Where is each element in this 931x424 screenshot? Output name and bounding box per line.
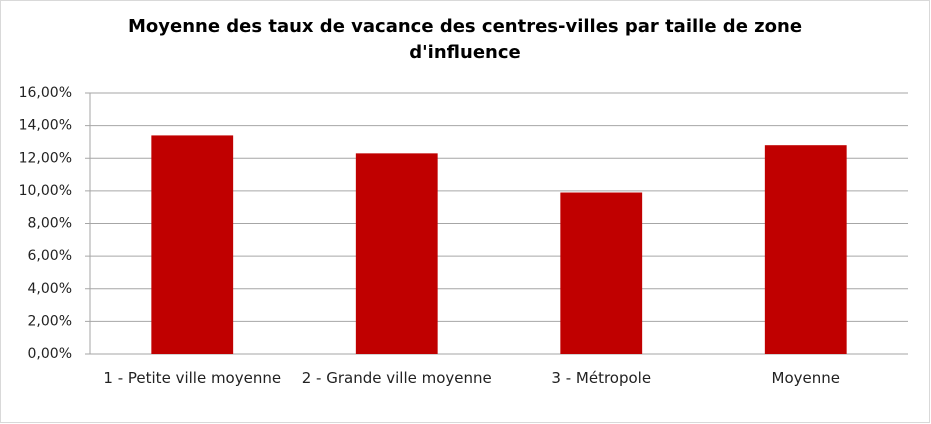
- bar: [151, 135, 234, 354]
- y-tick-label: 0,00%: [28, 346, 72, 362]
- x-tick-label: 2 - Grande ville moyenne: [301, 369, 492, 387]
- y-tick-label: 16,00%: [19, 85, 72, 101]
- x-tick-label: Moyenne: [771, 369, 840, 387]
- y-tick-label: 8,00%: [28, 216, 72, 232]
- x-tick-label: 1 - Petite ville moyenne: [103, 369, 282, 387]
- bar: [764, 145, 847, 354]
- y-tick-label: 12,00%: [19, 150, 72, 166]
- x-tick-label: 3 - Métropole: [551, 369, 652, 387]
- bar: [355, 153, 438, 354]
- y-tick-label: 4,00%: [28, 281, 72, 297]
- y-tick-label: 6,00%: [28, 248, 72, 264]
- y-tick-label: 10,00%: [19, 183, 72, 199]
- y-tick-label: 2,00%: [28, 313, 72, 329]
- y-tick-label: 14,00%: [19, 118, 72, 134]
- chart-title: Moyenne des taux de vacance des centres-…: [127, 16, 803, 63]
- bar: [560, 192, 643, 354]
